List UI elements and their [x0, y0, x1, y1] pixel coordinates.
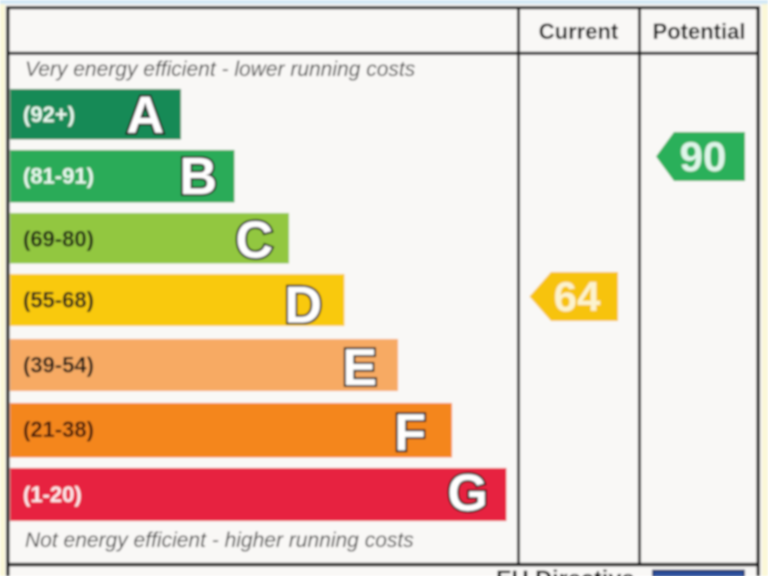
svg-text:64: 64 [554, 273, 601, 320]
svg-text:90: 90 [680, 133, 727, 180]
svg-text:(39-54): (39-54) [23, 353, 94, 378]
svg-text:F: F [394, 404, 426, 462]
svg-text:EU Directive: EU Directive [496, 566, 634, 576]
svg-text:D: D [284, 277, 322, 335]
svg-text:(55-68): (55-68) [23, 288, 94, 313]
svg-text:C: C [235, 212, 273, 270]
svg-text:(81-91): (81-91) [23, 164, 94, 189]
svg-text:A: A [126, 87, 164, 145]
svg-text:Current: Current [539, 19, 619, 44]
svg-text:B: B [179, 148, 217, 206]
svg-text:Very energy efficient - lower: Very energy efficient - lower running co… [25, 58, 416, 81]
svg-text:Potential: Potential [653, 19, 746, 44]
svg-text:Not energy efficient - higher: Not energy efficient - higher running co… [25, 529, 414, 552]
svg-text:(92+): (92+) [23, 102, 75, 127]
svg-text:(1-20): (1-20) [23, 482, 82, 507]
svg-text:(69-80): (69-80) [23, 227, 94, 252]
svg-text:(21-38): (21-38) [23, 417, 94, 442]
svg-text:E: E [342, 339, 377, 397]
svg-text:G: G [448, 465, 488, 523]
